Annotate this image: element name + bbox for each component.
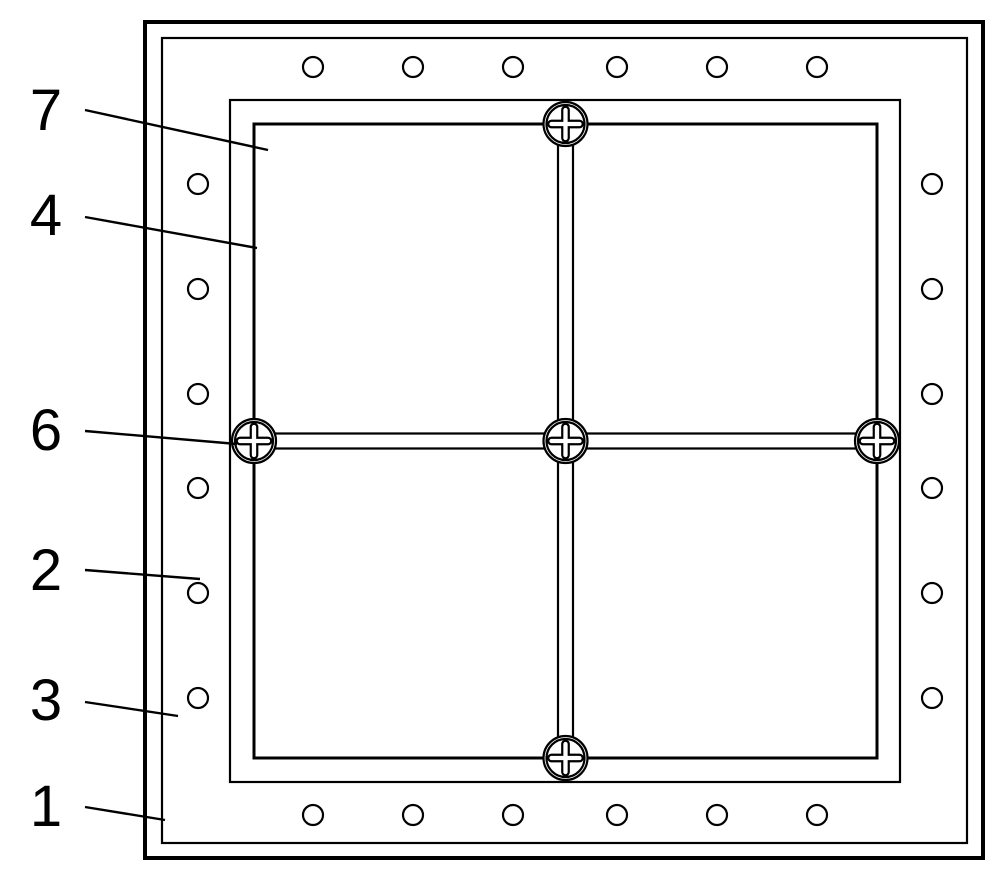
- screw-top: [544, 102, 588, 146]
- hole-left-4: [188, 478, 208, 498]
- screw-right: [855, 419, 899, 463]
- leader-2: [85, 570, 200, 579]
- leader-3: [85, 702, 178, 716]
- hole-right-1: [922, 174, 942, 194]
- hole-right-3: [922, 384, 942, 404]
- hole-bottom-4: [607, 805, 627, 825]
- hole-top-2: [403, 57, 423, 77]
- hole-right-5: [922, 583, 942, 603]
- callout-label-4: 4: [30, 183, 62, 248]
- hole-left-6: [188, 688, 208, 708]
- hole-bottom-1: [303, 805, 323, 825]
- callout-label-7: 7: [30, 78, 62, 143]
- screw-left: [232, 419, 276, 463]
- hole-left-3: [188, 384, 208, 404]
- hole-top-5: [707, 57, 727, 77]
- hole-top-3: [503, 57, 523, 77]
- screw-center: [544, 419, 588, 463]
- leader-7: [85, 110, 268, 150]
- hole-right-4: [922, 478, 942, 498]
- leader-4: [85, 217, 257, 248]
- callout-label-3: 3: [30, 668, 62, 733]
- hole-right-2: [922, 279, 942, 299]
- hole-left-5: [188, 583, 208, 603]
- hole-bottom-2: [403, 805, 423, 825]
- hole-bottom-6: [807, 805, 827, 825]
- leader-1: [85, 807, 165, 820]
- screw-bottom: [544, 736, 588, 780]
- callout-label-6: 6: [30, 398, 62, 463]
- hole-top-6: [807, 57, 827, 77]
- hole-left-1: [188, 174, 208, 194]
- hole-left-2: [188, 279, 208, 299]
- hole-bottom-5: [707, 805, 727, 825]
- callout-label-1: 1: [30, 774, 62, 839]
- hole-right-6: [922, 688, 942, 708]
- hole-top-1: [303, 57, 323, 77]
- hole-bottom-3: [503, 805, 523, 825]
- hole-top-4: [607, 57, 627, 77]
- callout-label-2: 2: [30, 538, 62, 603]
